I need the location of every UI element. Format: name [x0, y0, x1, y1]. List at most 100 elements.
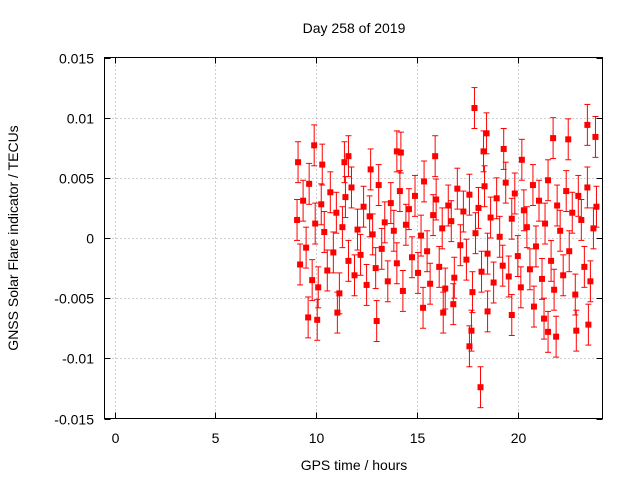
data-point [545, 310, 552, 353]
y-tick-label: -0.01 [62, 351, 94, 367]
data-point [393, 242, 400, 285]
marker-square [294, 216, 301, 223]
marker-square [572, 291, 579, 298]
marker-square [297, 261, 304, 268]
y-tick-label: 0 [86, 231, 94, 247]
data-point [472, 212, 479, 255]
marker-square [484, 250, 491, 257]
data-point [508, 294, 515, 336]
grid-lines [104, 57, 603, 419]
marker-square [384, 278, 391, 285]
marker-square [475, 204, 482, 211]
data-point [306, 162, 313, 205]
marker-square [375, 182, 382, 189]
marker-square [319, 161, 326, 168]
marker-square [367, 166, 374, 173]
marker-square [511, 190, 518, 197]
marker-square [460, 208, 467, 215]
data-point [478, 250, 485, 293]
marker-square [565, 136, 572, 143]
y-tick-label: 0.005 [59, 171, 94, 187]
data-point [311, 124, 318, 167]
data-point [518, 138, 525, 181]
data-point [553, 315, 560, 358]
marker-square [433, 196, 440, 203]
data-point [436, 245, 443, 288]
data-point [551, 268, 558, 311]
data-point [318, 183, 325, 226]
data-point [411, 174, 418, 217]
data-point [384, 260, 391, 303]
marker-square [584, 184, 591, 191]
data-point [378, 227, 385, 270]
marker-square [554, 202, 561, 209]
data-point [448, 200, 455, 243]
marker-square [480, 148, 487, 155]
marker-square [569, 209, 576, 216]
data-point [367, 148, 374, 191]
marker-square [354, 226, 361, 233]
data-point [309, 259, 316, 302]
data-point [451, 256, 458, 299]
marker-square [539, 275, 546, 282]
marker-square [303, 244, 310, 251]
data-point [563, 170, 570, 213]
marker-square [592, 133, 599, 140]
marker-square [545, 177, 552, 184]
marker-square [463, 256, 470, 263]
data-point [587, 260, 594, 303]
marker-square [445, 202, 452, 209]
data-point [402, 203, 409, 246]
marker-square [393, 260, 400, 267]
marker-square [593, 203, 600, 210]
data-point [324, 249, 331, 292]
marker-square [490, 279, 497, 286]
marker-square [478, 268, 485, 275]
marker-square [450, 301, 457, 308]
marker-square [342, 194, 349, 201]
data-point [396, 170, 403, 213]
data-point [526, 248, 533, 291]
marker-square [553, 333, 560, 340]
marker-square [295, 159, 302, 166]
marker-square [357, 251, 364, 258]
data-point [520, 189, 527, 232]
marker-square [420, 304, 427, 311]
data-point [466, 173, 473, 216]
data-point [477, 366, 484, 409]
data-point [575, 174, 582, 217]
data-point [295, 141, 302, 184]
data-point [572, 273, 579, 316]
data-point [300, 179, 307, 222]
data-point [418, 214, 425, 257]
marker-square [466, 191, 473, 198]
data-point [593, 185, 600, 228]
data-point [330, 231, 337, 274]
marker-square [369, 231, 376, 238]
marker-square [448, 218, 455, 225]
marker-square [309, 277, 316, 284]
data-point [450, 283, 457, 326]
data-point [294, 198, 301, 241]
marker-square [493, 195, 500, 202]
marker-square [548, 257, 555, 264]
marker-square [550, 135, 557, 142]
data-point [484, 232, 491, 275]
data-point [372, 247, 379, 290]
data-point [348, 166, 355, 209]
x-tick-label: 5 [212, 430, 220, 446]
x-axis-label: GPS time / hours [301, 457, 408, 473]
data-point [369, 213, 376, 256]
marker-square [336, 290, 343, 297]
data-point [333, 191, 340, 234]
data-point [581, 245, 588, 288]
data-point [327, 171, 334, 214]
marker-square [587, 278, 594, 285]
x-tick-label: 20 [511, 430, 527, 446]
marker-square [523, 224, 530, 231]
data-point [573, 309, 580, 352]
data-point [454, 167, 461, 210]
data-point [487, 196, 494, 239]
data-point [463, 238, 470, 281]
data-point [457, 224, 464, 267]
